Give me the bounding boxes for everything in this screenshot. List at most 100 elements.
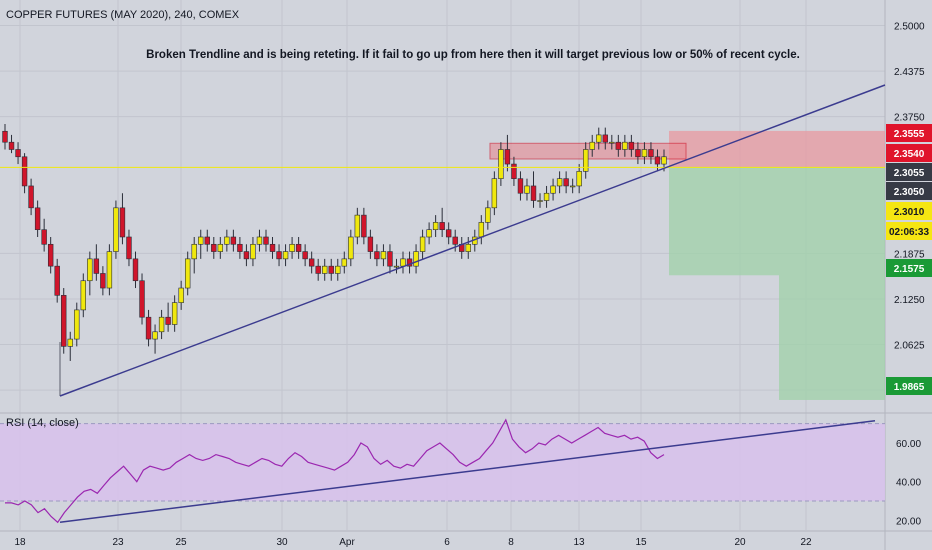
candle-body (165, 316, 171, 325)
candle-body (28, 185, 34, 209)
price-tag (886, 259, 932, 277)
candle-body (354, 214, 361, 238)
price-axis: 2.50002.43752.37502.18752.12502.06252.00… (886, 22, 932, 527)
rsi-line (5, 418, 665, 524)
candle-body (524, 185, 530, 194)
time-tick-label: 18 (14, 537, 26, 548)
target-zone-2 (779, 167, 885, 400)
rsi-tick-label: 40.00 (896, 478, 921, 489)
candle-body (308, 258, 315, 267)
time-tick-label: 22 (800, 537, 812, 548)
candle-body (563, 178, 569, 187)
candle-body (452, 236, 458, 245)
chart-title: COPPER FUTURES (MAY 2020), 240, COMEX (6, 9, 240, 21)
candle-body (576, 171, 582, 187)
candle-body (211, 243, 217, 252)
candle-body (406, 258, 413, 267)
candle-body (113, 207, 119, 252)
candle-body (439, 222, 445, 230)
candle-body (243, 251, 250, 260)
price-tag-label: 2.3540 (894, 149, 925, 160)
candle-body (485, 207, 491, 223)
price-tag (886, 202, 932, 220)
price-tick-label: 2.1250 (894, 295, 925, 306)
time-tick-label: 25 (175, 537, 187, 548)
candle-body (419, 236, 426, 252)
candle-body (119, 207, 126, 238)
candle-body (217, 243, 224, 252)
time-tick-label: 15 (635, 537, 647, 548)
candle-body (387, 251, 393, 267)
price-tick-label: 2.1875 (894, 249, 925, 260)
candle-body (348, 236, 354, 260)
rsi-band (0, 423, 885, 501)
candle-body (517, 178, 524, 194)
candle-body (335, 265, 341, 274)
time-tick-label: 8 (508, 537, 514, 548)
candle-body (204, 236, 210, 245)
candle-body (615, 141, 622, 150)
rsi-pane (0, 418, 885, 524)
time-tick-label: 20 (734, 537, 746, 548)
price-tag-label: 2.3050 (894, 187, 925, 198)
candle-body (61, 295, 67, 347)
candle-body (230, 236, 237, 245)
candle-body (145, 316, 152, 340)
candle-body (263, 236, 269, 245)
candle-body (47, 243, 54, 267)
candle-body (589, 141, 595, 150)
candle-body (537, 200, 543, 202)
candle-body (609, 141, 615, 144)
candle-body (445, 229, 452, 238)
price-tag (886, 124, 932, 142)
time-axis: 18 23 25 30 Apr 6 8 13 15 20 22 (14, 537, 812, 548)
candle-body (400, 258, 406, 267)
candle-body (178, 287, 184, 303)
price-tag-label: 02:06:33 (889, 227, 929, 238)
candle-body (596, 134, 602, 143)
candle-body (171, 302, 178, 325)
candle-body (191, 243, 197, 260)
candle-body (491, 178, 498, 209)
price-tag (886, 144, 932, 162)
candle-body (256, 236, 263, 245)
candle-body (556, 178, 563, 187)
candle-body (295, 243, 302, 252)
candle-body (21, 156, 28, 187)
candle-body (184, 258, 191, 289)
candle-body (100, 273, 106, 289)
candle-body (361, 214, 367, 238)
candle-body (328, 265, 334, 274)
candle-body (374, 251, 380, 260)
candle-body (530, 185, 537, 201)
chart-annotation: Broken Trendline and is being reteting. … (146, 49, 800, 61)
candle-body (224, 236, 230, 245)
candles-layer (2, 123, 667, 361)
candle-body (498, 149, 504, 179)
candle-body (322, 265, 328, 274)
candle-body (583, 149, 589, 172)
candle-body (478, 222, 485, 238)
price-tag (886, 222, 932, 240)
candle-body (67, 338, 73, 347)
candle-body (276, 251, 282, 260)
candle-body (250, 243, 256, 260)
candle-body (465, 243, 471, 252)
candle-body (152, 331, 158, 340)
candle-body (87, 258, 93, 282)
candle-body (302, 251, 308, 260)
drawings-layer (0, 84, 886, 397)
candle-body (341, 258, 347, 267)
rsi-tick-label: 20.00 (896, 516, 921, 527)
candle-body (139, 280, 145, 318)
candle-body (15, 149, 21, 158)
candle-body (132, 258, 139, 282)
candle-body (93, 258, 100, 274)
price-tick-label: 2.0625 (894, 341, 925, 352)
candle-body (569, 185, 576, 188)
stop-loss-zone (669, 130, 885, 168)
candle-body (106, 251, 113, 289)
price-tag-label: 2.1575 (894, 264, 925, 275)
